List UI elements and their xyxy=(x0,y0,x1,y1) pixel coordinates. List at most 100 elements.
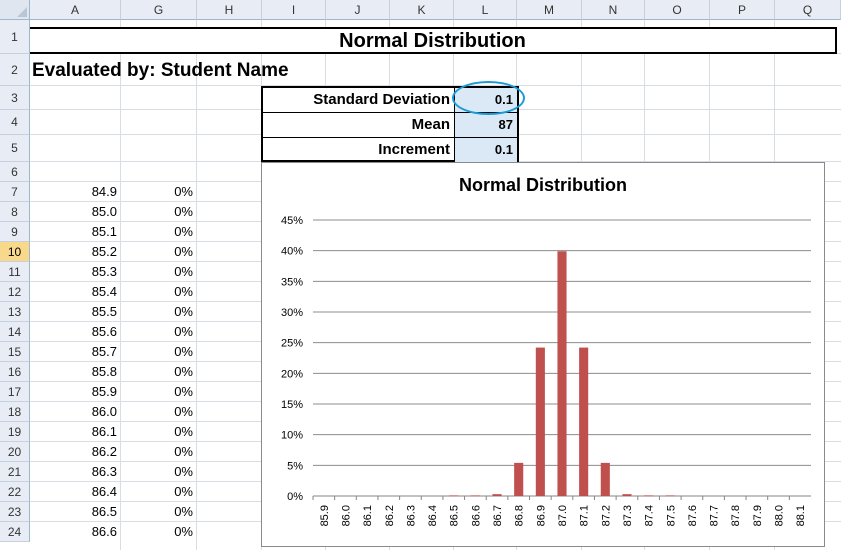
bar-87.4[interactable] xyxy=(644,495,654,497)
bar-86.9[interactable] xyxy=(535,347,545,496)
x-value-cell[interactable]: 84.9 xyxy=(91,184,117,199)
x-value-cell[interactable]: 85.8 xyxy=(91,364,117,379)
x-value-cell[interactable]: 86.2 xyxy=(91,444,117,459)
row-header-17[interactable]: 17 xyxy=(0,382,30,402)
param-label[interactable]: Standard Deviation xyxy=(313,91,450,108)
select-all-corner[interactable] xyxy=(0,0,30,20)
x-value-cell[interactable]: 86.1 xyxy=(91,424,117,439)
x-value-cell[interactable]: 86.6 xyxy=(91,524,117,539)
row-header-6[interactable]: 6 xyxy=(0,162,30,182)
row-header-7[interactable]: 7 xyxy=(0,182,30,202)
column-header-m[interactable]: M xyxy=(517,0,582,20)
probability-cell[interactable]: 0% xyxy=(174,464,193,479)
column-header-l[interactable]: L xyxy=(454,0,517,20)
row-header-12[interactable]: 12 xyxy=(0,282,30,302)
x-value-cell[interactable]: 86.0 xyxy=(91,404,117,419)
probability-cell[interactable]: 0% xyxy=(174,184,193,199)
x-tick-label: 86.2 xyxy=(384,505,396,526)
x-value-cell[interactable]: 85.4 xyxy=(91,284,117,299)
bar-86.8[interactable] xyxy=(514,462,524,496)
row-header-24[interactable]: 24 xyxy=(0,522,30,542)
probability-cell[interactable]: 0% xyxy=(174,264,193,279)
row-header-22[interactable]: 22 xyxy=(0,482,30,502)
x-value-cell[interactable]: 86.5 xyxy=(91,504,117,519)
param-row-mean: Mean 87 xyxy=(263,112,517,137)
x-value-cell[interactable]: 85.5 xyxy=(91,304,117,319)
probability-cell[interactable]: 0% xyxy=(174,244,193,259)
column-header-g[interactable]: G xyxy=(121,0,197,20)
probability-cell[interactable]: 0% xyxy=(174,284,193,299)
probability-cell[interactable]: 0% xyxy=(174,304,193,319)
bar-87.2[interactable] xyxy=(600,462,610,496)
x-value-cell[interactable]: 85.1 xyxy=(91,224,117,239)
y-tick-label: 30% xyxy=(281,307,303,319)
column-header-i[interactable]: I xyxy=(262,0,326,20)
row-header-11[interactable]: 11 xyxy=(0,262,30,282)
row-header-9[interactable]: 9 xyxy=(0,222,30,242)
probability-cell[interactable]: 0% xyxy=(174,424,193,439)
row-header-1[interactable]: 1 xyxy=(0,20,30,54)
probability-cell[interactable]: 0% xyxy=(174,204,193,219)
probability-cell[interactable]: 0% xyxy=(174,364,193,379)
row-header-4[interactable]: 4 xyxy=(0,110,30,135)
bar-87.0[interactable] xyxy=(557,251,567,496)
bar-86.5[interactable] xyxy=(449,495,459,497)
row-header-3[interactable]: 3 xyxy=(0,86,30,110)
probability-cell[interactable]: 0% xyxy=(174,444,193,459)
x-value-cell[interactable]: 85.0 xyxy=(91,204,117,219)
column-header-q[interactable]: Q xyxy=(775,0,841,20)
x-value-cell[interactable]: 85.2 xyxy=(91,244,117,259)
probability-cell[interactable]: 0% xyxy=(174,484,193,499)
row-header-5[interactable]: 5 xyxy=(0,135,30,162)
probability-cell[interactable]: 0% xyxy=(174,404,193,419)
row-header-19[interactable]: 19 xyxy=(0,422,30,442)
bar-86.7[interactable] xyxy=(492,494,502,496)
increment-cell[interactable]: 0.1 xyxy=(454,138,517,162)
column-header-p[interactable]: P xyxy=(710,0,775,20)
evaluated-by[interactable]: Evaluated by: Student Name xyxy=(32,60,289,81)
row-header-13[interactable]: 13 xyxy=(0,302,30,322)
column-header-o[interactable]: O xyxy=(645,0,710,20)
param-label[interactable]: Increment xyxy=(378,141,450,158)
x-value-cell[interactable]: 86.4 xyxy=(91,484,117,499)
row-header-16[interactable]: 16 xyxy=(0,362,30,382)
bar-87.1[interactable] xyxy=(579,347,589,496)
probability-cell[interactable]: 0% xyxy=(174,504,193,519)
param-label[interactable]: Mean xyxy=(411,116,450,133)
probability-cell[interactable]: 0% xyxy=(174,324,193,339)
mean-cell[interactable]: 87 xyxy=(454,113,517,137)
x-tick-label: 87.9 xyxy=(752,505,764,526)
x-tick-label: 87.5 xyxy=(665,505,677,526)
x-tick-label: 87.1 xyxy=(579,505,591,526)
row-header-2[interactable]: 2 xyxy=(0,54,30,86)
probability-cell[interactable]: 0% xyxy=(174,224,193,239)
probability-cell[interactable]: 0% xyxy=(174,384,193,399)
probability-cell[interactable]: 0% xyxy=(174,344,193,359)
bar-87.3[interactable] xyxy=(622,494,632,496)
chart-object[interactable]: Normal Distribution 0% 5% 10% 15% 20% 25% 30% 3… xyxy=(261,162,825,547)
column-header-j[interactable]: J xyxy=(326,0,390,20)
column-header-n[interactable]: N xyxy=(582,0,645,20)
bar-86.6[interactable] xyxy=(470,495,480,497)
row-header-10[interactable]: 10 xyxy=(0,242,30,262)
x-tick-label: 87.7 xyxy=(709,505,721,526)
x-value-cell[interactable]: 85.3 xyxy=(91,264,117,279)
row-header-14[interactable]: 14 xyxy=(0,322,30,342)
sheet-title[interactable]: Normal Distribution xyxy=(30,27,837,54)
bar-87.5[interactable] xyxy=(665,495,675,497)
x-value-cell[interactable]: 85.7 xyxy=(91,344,117,359)
x-value-cell[interactable]: 85.6 xyxy=(91,324,117,339)
row-header-20[interactable]: 20 xyxy=(0,442,30,462)
row-header-21[interactable]: 21 xyxy=(0,462,30,482)
grid-line xyxy=(196,20,197,550)
row-header-18[interactable]: 18 xyxy=(0,402,30,422)
row-header-8[interactable]: 8 xyxy=(0,202,30,222)
x-value-cell[interactable]: 86.3 xyxy=(91,464,117,479)
row-header-23[interactable]: 23 xyxy=(0,502,30,522)
column-header-k[interactable]: K xyxy=(390,0,454,20)
column-header-a[interactable]: A xyxy=(30,0,121,20)
row-header-15[interactable]: 15 xyxy=(0,342,30,362)
x-value-cell[interactable]: 85.9 xyxy=(91,384,117,399)
probability-cell[interactable]: 0% xyxy=(174,524,193,539)
column-header-h[interactable]: H xyxy=(197,0,262,20)
